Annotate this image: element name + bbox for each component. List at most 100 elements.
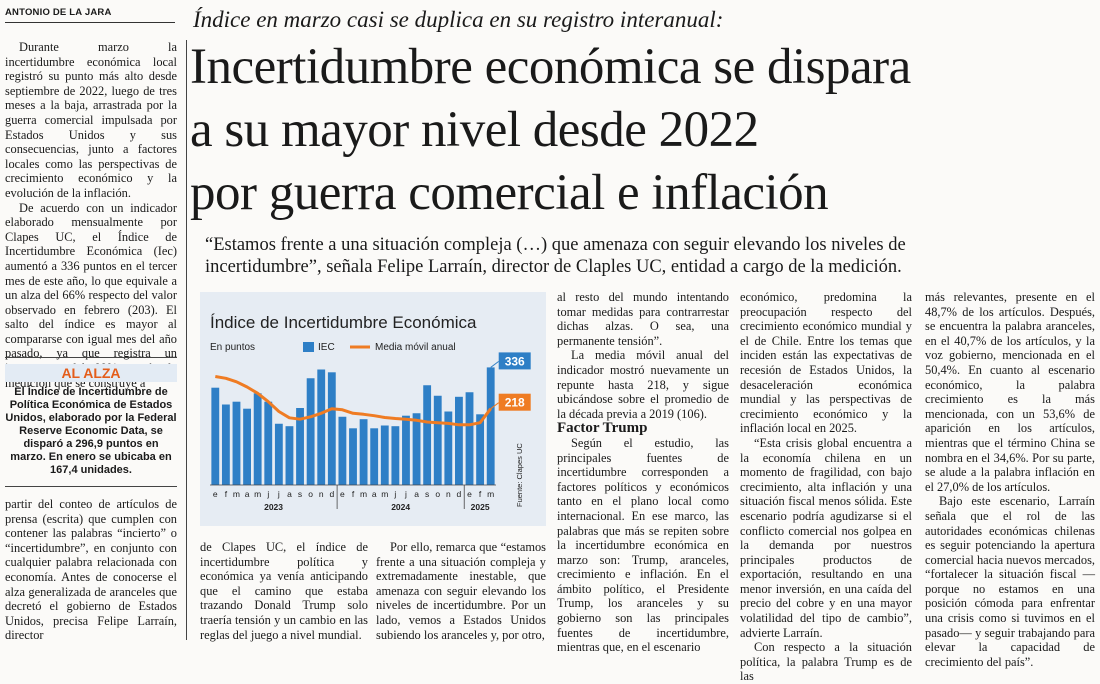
subhead-factor-trump: Factor Trump <box>557 420 648 437</box>
x-tick-22: o <box>435 489 440 499</box>
col3-paragraph: Por ello, remarca que “estamos frente a … <box>376 540 546 642</box>
year-label-2023: 2023 <box>264 502 283 512</box>
x-tick-24: d <box>457 489 462 499</box>
iec-bar-16 <box>370 428 379 485</box>
x-tick-21: s <box>425 489 429 499</box>
iec-bar-17 <box>380 425 389 485</box>
x-tick-5: m <box>254 489 261 499</box>
iec-chart: Índice de Incertidumbre Económica En pun… <box>200 292 546 526</box>
iec-bar-9 <box>296 408 304 485</box>
iec-bar-24 <box>455 396 463 485</box>
iec-bar-19 <box>402 415 410 485</box>
x-tick-10: o <box>308 489 313 499</box>
callout-iec-leader <box>490 361 500 368</box>
iec-bar-5 <box>253 393 262 485</box>
iec-bar-13 <box>338 416 347 485</box>
callout-avg-value: 218 <box>505 396 525 410</box>
chart-ylabel: En puntos <box>210 342 255 353</box>
deck-quote: “Estamos frente a una situación compleja… <box>205 235 906 277</box>
column-3-bottom: Por ello, remarca que “estamos frente a … <box>376 540 546 642</box>
al-alza-body: El Índice de Incertidumbre de Política E… <box>5 386 177 476</box>
iec-bar-15 <box>359 419 368 485</box>
iec-bar-3 <box>232 401 241 485</box>
left-paragraph-1: Durante marzo la incertidumbre económica… <box>5 40 177 200</box>
x-tick-6: j <box>266 489 269 499</box>
x-tick-11: n <box>319 489 324 499</box>
al-alza-title: AL ALZA <box>5 364 177 382</box>
left-paragraph-3: partir del conteo de artículos de prensa… <box>5 497 177 643</box>
x-tick-4: a <box>245 489 250 499</box>
iec-bar-11 <box>317 369 326 485</box>
column-6: más relevantes, presente en el 48,7% de … <box>925 290 1095 669</box>
column-rule-1 <box>186 40 187 640</box>
year-label-2025: 2025 <box>471 502 490 512</box>
iec-chart-svg: Índice de Incertidumbre Económica En pun… <box>210 313 531 512</box>
x-tick-1: e <box>213 489 218 499</box>
x-tick-14: f <box>352 489 355 499</box>
x-tick-13: e <box>340 489 345 499</box>
iec-bar-20 <box>412 413 421 485</box>
iec-bar-25 <box>465 392 474 485</box>
col6-paragraph-1: más relevantes, presente en el 48,7% de … <box>925 290 1095 494</box>
iec-bar-26 <box>476 414 485 485</box>
chart-source: Fuente: Clapes UC <box>515 443 524 507</box>
callout-avg-leader <box>490 402 500 410</box>
x-tick-16: a <box>372 489 377 499</box>
x-tick-20: a <box>414 489 419 499</box>
headline-line-3: por guerra comercial e inflación <box>190 165 829 221</box>
x-tick-17: m <box>381 489 388 499</box>
callout-iec-value: 336 <box>505 354 525 368</box>
moving-average-line <box>215 375 492 427</box>
col6-paragraph-2: Bajo este escenario, Larraín señala que … <box>925 494 1095 669</box>
x-tick-19: j <box>404 489 407 499</box>
iec-bar-2 <box>221 404 230 485</box>
x-tick-8: a <box>287 489 292 499</box>
iec-bar-18 <box>391 426 400 485</box>
year-label-2024: 2024 <box>391 502 410 512</box>
chart-title: Índice de Incertidumbre Económica <box>210 313 477 332</box>
kicker: Índice en marzo casi se duplica en su re… <box>193 7 724 32</box>
left-paragraph-2: De acuerdo con un indicador elaborado me… <box>5 200 177 390</box>
iec-bar-27 <box>486 367 495 485</box>
left-column-bottom: partir del conteo de artículos de prensa… <box>5 497 177 643</box>
al-alza-box: AL ALZA El Índice de Incertidumbre de Po… <box>5 364 177 477</box>
col5-paragraph-2: “Esta crisis global encuentra a la econo… <box>740 435 912 640</box>
iec-bar-8 <box>285 426 294 485</box>
iec-bar-23 <box>444 411 453 485</box>
x-tick-2: f <box>225 489 228 499</box>
iec-bar-4 <box>243 408 251 485</box>
iec-bar-7 <box>274 423 283 485</box>
col5-paragraph-1: económico, predomina la preocupación res… <box>740 290 912 436</box>
iec-bar-1 <box>211 387 220 485</box>
legend-avg-label: Media móvil anual <box>375 342 456 353</box>
column-2-bottom: de Clapes UC, el índice de incertidumbre… <box>200 540 368 642</box>
left-column-top: Durante marzo la incertidumbre económica… <box>5 40 177 390</box>
x-tick-25: e <box>467 489 472 499</box>
iec-bar-6 <box>264 401 273 485</box>
iec-bar-22 <box>433 395 442 485</box>
col2-paragraph: de Clapes UC, el índice de incertidumbre… <box>200 540 368 642</box>
col4-paragraph-1: al resto del mundo intentando tomar medi… <box>557 290 729 348</box>
headline-line-2: a su mayor nivel desde 2022 <box>190 102 759 158</box>
col4-paragraph-3: Según el estudio, las principales fuente… <box>557 435 729 655</box>
byline: ANTONIO DE LA JARA <box>5 7 112 18</box>
callout-iec-box <box>498 352 531 370</box>
x-tick-23: n <box>446 489 451 499</box>
x-tick-7: j <box>277 489 280 499</box>
iec-bar-12 <box>327 372 336 485</box>
col4-paragraph-2: La media móvil anual del indicador mostr… <box>557 348 729 421</box>
callout-avg-box <box>498 393 531 411</box>
alza-bottom-rule <box>5 486 177 487</box>
x-tick-12: d <box>329 489 334 499</box>
x-tick-15: m <box>360 489 367 499</box>
x-tick-18: j <box>393 489 396 499</box>
column-4: al resto del mundo intentando tomar medi… <box>557 290 729 655</box>
x-tick-27: m <box>487 489 494 499</box>
x-tick-9: s <box>298 489 302 499</box>
legend-iec-swatch <box>303 342 314 352</box>
iec-bar-14 <box>349 428 357 485</box>
alza-top-rule <box>5 357 177 358</box>
headline-line-1: Incertidumbre económica se dispara <box>190 39 911 95</box>
column-5: económico, predomina la preocupación res… <box>740 290 912 684</box>
iec-bar-21 <box>423 385 432 485</box>
